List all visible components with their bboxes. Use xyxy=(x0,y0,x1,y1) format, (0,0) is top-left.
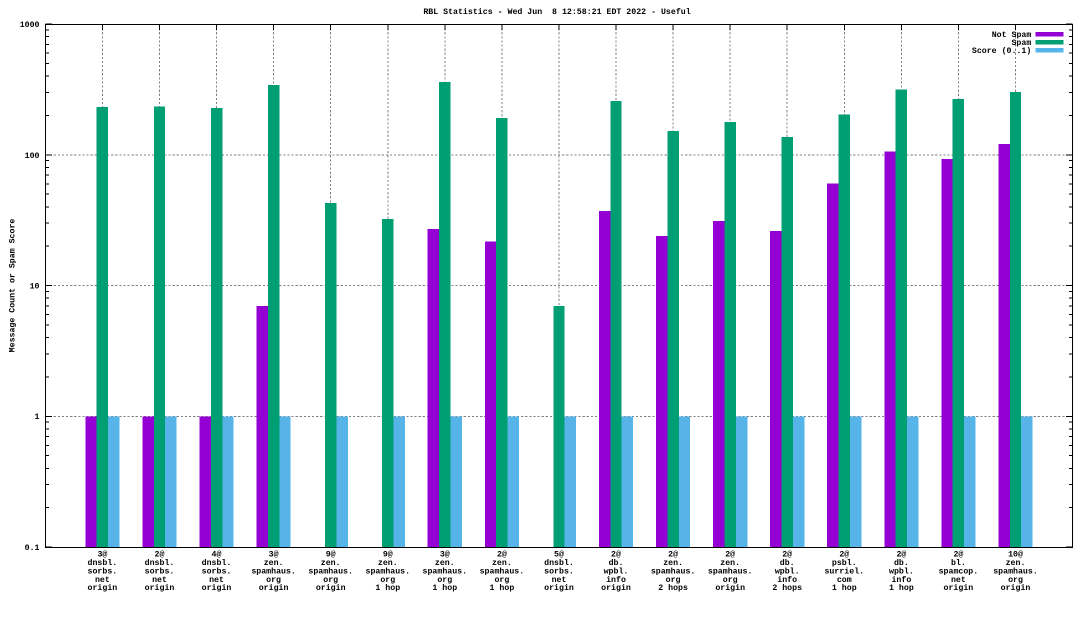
svg-text:3@: 3@ xyxy=(269,550,279,560)
svg-text:spamhaus.: spamhaus. xyxy=(423,566,468,576)
svg-text:info: info xyxy=(777,575,797,585)
svg-text:wpbl.: wpbl. xyxy=(775,566,800,576)
svg-text:0.1: 0.1 xyxy=(25,544,40,553)
svg-text:10: 10 xyxy=(30,283,40,292)
svg-text:2 hops: 2 hops xyxy=(658,583,688,593)
svg-text:net: net xyxy=(152,576,167,585)
svg-text:1 hop: 1 hop xyxy=(432,583,457,593)
svg-text:origin: origin xyxy=(1001,583,1031,593)
svg-text:RBL Statistics - Wed Jun 8 12: RBL Statistics - Wed Jun 8 12:58:21 EDT … xyxy=(423,7,690,17)
svg-text:1: 1 xyxy=(35,413,40,422)
svg-text:2@: 2@ xyxy=(782,550,792,560)
svg-text:origin: origin xyxy=(601,583,631,593)
svg-text:db.: db. xyxy=(894,558,909,568)
svg-text:bl.: bl. xyxy=(951,558,966,568)
svg-text:3@: 3@ xyxy=(97,550,107,560)
svg-text:dnsbl.: dnsbl. xyxy=(145,558,175,568)
svg-text:2@: 2@ xyxy=(839,550,849,560)
svg-text:2@: 2@ xyxy=(497,550,507,560)
svg-text:spamhaus.: spamhaus. xyxy=(251,566,296,576)
svg-text:org: org xyxy=(380,576,395,585)
svg-text:5@: 5@ xyxy=(554,550,564,560)
svg-text:1000: 1000 xyxy=(20,21,40,30)
svg-text:100: 100 xyxy=(25,152,40,161)
svg-text:net: net xyxy=(95,576,110,585)
svg-text:zen.: zen. xyxy=(492,559,512,568)
svg-text:org: org xyxy=(494,576,509,585)
svg-text:org: org xyxy=(666,576,681,585)
svg-text:org: org xyxy=(323,576,338,585)
svg-text:dnsbl.: dnsbl. xyxy=(202,558,232,568)
svg-text:org: org xyxy=(266,576,281,585)
svg-text:2@: 2@ xyxy=(155,550,165,560)
svg-text:2@: 2@ xyxy=(896,550,906,560)
svg-text:psbl.: psbl. xyxy=(832,558,857,568)
svg-text:9@: 9@ xyxy=(383,550,393,560)
svg-text:Score (0..1): Score (0..1) xyxy=(972,46,1031,56)
svg-text:info: info xyxy=(606,575,626,585)
svg-text:sorbs.: sorbs. xyxy=(202,566,232,576)
svg-text:zen.: zen. xyxy=(435,559,455,568)
svg-text:3@: 3@ xyxy=(440,550,450,560)
svg-text:zen.: zen. xyxy=(321,559,341,568)
svg-text:db.: db. xyxy=(780,558,795,568)
svg-text:1 hop: 1 hop xyxy=(490,583,515,593)
svg-text:origin: origin xyxy=(715,583,745,593)
svg-text:net: net xyxy=(552,576,567,585)
svg-text:dnsbl.: dnsbl. xyxy=(544,558,574,568)
svg-text:2@: 2@ xyxy=(953,550,963,560)
svg-text:zen.: zen. xyxy=(720,559,740,568)
svg-text:Spam: Spam xyxy=(1011,39,1031,48)
svg-text:origin: origin xyxy=(316,583,346,593)
svg-text:dnsbl.: dnsbl. xyxy=(88,558,118,568)
svg-text:origin: origin xyxy=(88,583,118,593)
svg-text:spamhaus.: spamhaus. xyxy=(480,566,525,576)
svg-text:9@: 9@ xyxy=(326,550,336,560)
svg-text:org: org xyxy=(1008,576,1023,585)
svg-text:spamhaus.: spamhaus. xyxy=(308,566,353,576)
svg-text:org: org xyxy=(723,576,738,585)
svg-text:zen.: zen. xyxy=(378,559,398,568)
svg-text:wpbl.: wpbl. xyxy=(889,566,914,576)
svg-text:sorbs.: sorbs. xyxy=(88,566,118,576)
svg-text:2@: 2@ xyxy=(611,550,621,560)
svg-text:spamcop.: spamcop. xyxy=(939,567,979,576)
svg-text:zen.: zen. xyxy=(663,559,683,568)
svg-text:spamhaus.: spamhaus. xyxy=(993,566,1038,576)
svg-text:2@: 2@ xyxy=(725,550,735,560)
svg-text:zen.: zen. xyxy=(264,559,284,568)
svg-text:info: info xyxy=(891,575,911,585)
svg-text:spamhaus.: spamhaus. xyxy=(708,566,753,576)
svg-text:origin: origin xyxy=(202,583,232,593)
svg-text:spamhaus.: spamhaus. xyxy=(651,566,696,576)
svg-text:2 hops: 2 hops xyxy=(772,583,802,593)
svg-text:origin: origin xyxy=(259,583,289,593)
svg-text:sorbs.: sorbs. xyxy=(544,566,574,576)
svg-text:spamhaus.: spamhaus. xyxy=(366,566,411,576)
svg-text:origin: origin xyxy=(145,583,175,593)
svg-text:1 hop: 1 hop xyxy=(832,583,857,593)
svg-text:surriel.: surriel. xyxy=(824,566,864,576)
svg-text:Not Spam: Not Spam xyxy=(992,31,1032,40)
svg-text:net: net xyxy=(209,576,224,585)
svg-text:2@: 2@ xyxy=(668,550,678,560)
svg-text:4@: 4@ xyxy=(212,550,222,560)
svg-text:zen.: zen. xyxy=(1006,559,1026,568)
svg-text:origin: origin xyxy=(544,583,574,593)
svg-text:net: net xyxy=(951,576,966,585)
svg-text:Message Count or Spam Score: Message Count or Spam Score xyxy=(9,219,18,353)
svg-text:1 hop: 1 hop xyxy=(889,583,914,593)
svg-text:1 hop: 1 hop xyxy=(375,583,400,593)
svg-text:org: org xyxy=(437,576,452,585)
svg-text:db.: db. xyxy=(609,558,624,568)
svg-text:wpbl.: wpbl. xyxy=(604,566,629,576)
svg-text:sorbs.: sorbs. xyxy=(145,566,175,576)
svg-text:10@: 10@ xyxy=(1008,550,1023,560)
svg-text:origin: origin xyxy=(944,583,974,593)
svg-text:com: com xyxy=(837,576,852,585)
